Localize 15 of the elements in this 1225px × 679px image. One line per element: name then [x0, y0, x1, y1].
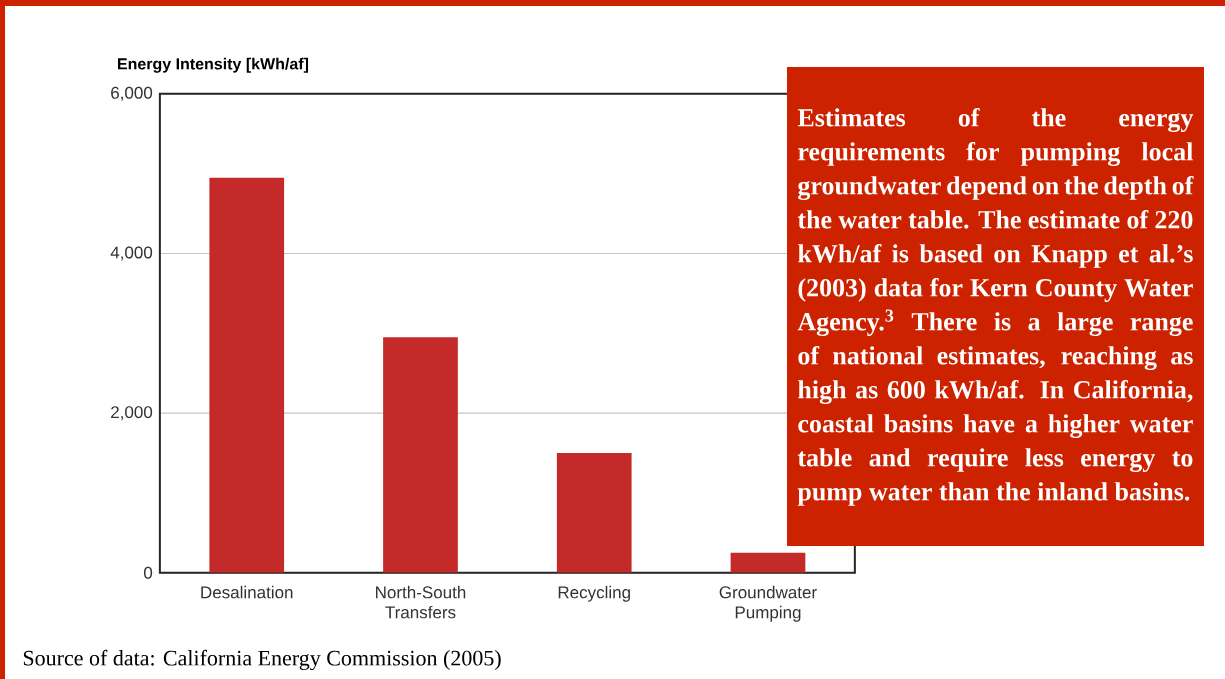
y-tick-label: 4,000	[110, 246, 153, 261]
y-tick-label: 6,000	[111, 86, 153, 101]
text: Estimates of the energy requirements for pumping local groundwater depend on the depth of the water table. The estimate of 220 kWh/af is based on Knapp et al.’s (2003) data for Kern County Water Agency.$^{3}$ There is a large range of national estimates, reaching as high as 600 kWh/af. In California, coastal basins have a higher water table and require less energy to pump water than the inland basins.	[797, 107, 1194, 506]
x-tick-label: Desalination	[201, 585, 293, 599]
y-tick-label: 0	[144, 566, 153, 579]
y-axis-title: Energy Intensity [kWh/af]	[117, 57, 309, 73]
source-note: Source of data: California Energy Commission (2005)	[23, 649, 501, 671]
x-tick-label: Recycling	[558, 585, 630, 602]
bar	[209, 177, 285, 573]
bar	[383, 337, 458, 573]
x-tick-label: Groundwater Pumping	[719, 585, 817, 622]
bar	[730, 552, 806, 573]
y-tick-label: 2,000	[111, 406, 153, 421]
x-tick-label: North-South Transfers	[376, 585, 466, 619]
bar	[556, 453, 632, 573]
